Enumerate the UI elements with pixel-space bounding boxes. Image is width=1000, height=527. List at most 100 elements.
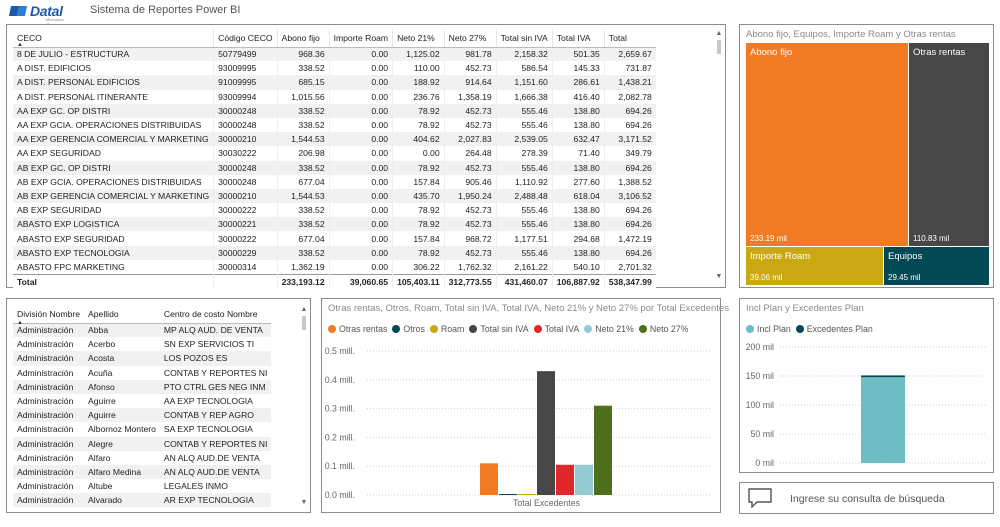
treemap-tile-abono-fijo[interactable]: Abono fijo 233.19 mil bbox=[746, 43, 908, 246]
table-row[interactable]: Administración Alfaro Medina AN ALQ AUD.DE… bbox=[13, 464, 272, 480]
table-cell: 731.87 bbox=[603, 61, 656, 76]
table-cell: 0.00 bbox=[328, 160, 393, 175]
table-row[interactable]: Administración Albornoz Montero SA EXP TEC… bbox=[13, 422, 271, 436]
legend-item[interactable]: Otras rentas bbox=[328, 324, 387, 334]
column-header[interactable]: Importe Roam bbox=[328, 29, 393, 48]
sort-ascending-icon[interactable]: ▲ bbox=[17, 320, 23, 326]
table-row[interactable]: 8 DE JULIO - ESTRUCTURA 50779499 968.36 0.0… bbox=[13, 47, 656, 62]
table-row[interactable]: Administración Alfaro AN ALQ AUD.DE VENTA bbox=[13, 451, 271, 465]
table-row[interactable]: A DIST. PERSONAL ITINERANTE 93009994 1,015… bbox=[13, 89, 656, 104]
qa-search-box[interactable]: Ingrese su consulta de búsqueda bbox=[739, 482, 994, 514]
table-cell: 1,544.53 bbox=[276, 132, 330, 147]
table-row[interactable]: ABASTO FPC MARKETING 30000314 1,362.19 0.00… bbox=[13, 259, 656, 274]
table-cell: Administración bbox=[13, 408, 85, 423]
treemap-tile-importe-roam[interactable]: Importe Roam 39.06 mil bbox=[746, 247, 883, 285]
table-row[interactable]: ABASTO EXP SEGURIDAD 30000222 677.04 0.00 15… bbox=[13, 231, 656, 246]
table-cell: 586.54 bbox=[495, 61, 553, 76]
bar-chart-visual[interactable]: Otras rentas, Otros, Roam, Total sin IVA… bbox=[321, 298, 729, 513]
scroll-down-icon[interactable]: ▼ bbox=[300, 499, 308, 506]
legend-item[interactable]: Total IVA bbox=[533, 324, 579, 334]
table-row[interactable]: Administración Acuña CONTAB Y REPORTES NI bbox=[13, 366, 271, 380]
treemap-tile-otras-rentas[interactable]: Otras rentas 110.83 mil bbox=[909, 43, 989, 246]
table-row[interactable]: AB EXP GC. OP DISTRI 30000248 338.52 0.00 78… bbox=[13, 160, 656, 175]
table-row[interactable]: Administración Altube LEGALES INMO bbox=[13, 479, 271, 493]
table-row[interactable]: A DIST. EDIFICIOS 93009995 338.52 0.00 110.0… bbox=[13, 61, 656, 76]
treemap-visual[interactable]: Abono fijo, Equipos, Importe Roam y Otra… bbox=[739, 24, 994, 288]
bar-roam[interactable] bbox=[518, 494, 536, 495]
legend-item[interactable]: Neto 21% bbox=[584, 324, 634, 334]
column-header[interactable]: Neto 21% bbox=[392, 29, 445, 48]
table-row[interactable]: AB EXP SEGURIDAD 30000222 338.52 0.00 78.92 4… bbox=[13, 203, 656, 218]
plan-chart-visual[interactable]: Incl Plan y Excedentes Plan Incl Plan Exc… bbox=[739, 298, 994, 473]
table-row[interactable]: Administración Acerbo SN EXP SERVICIOS TI bbox=[13, 337, 271, 351]
column-header[interactable]: Abono fijo bbox=[276, 29, 330, 48]
table-cell: AB EXP GC. OP DISTRI bbox=[13, 160, 214, 175]
table-row[interactable]: AA EXP GERENCIA COMERCIAL Y MARKETING 300… bbox=[13, 132, 656, 147]
column-header[interactable]: Centro de costo Nombre bbox=[159, 305, 272, 324]
table-cell: 1,438.21 bbox=[603, 75, 656, 90]
people-scrollbar[interactable]: ▲ ▼ bbox=[300, 305, 308, 507]
scroll-thumb[interactable] bbox=[302, 316, 306, 330]
legend-item[interactable]: Otros bbox=[392, 324, 425, 334]
table-cell: AN ALQ AUD.DE VENTA bbox=[163, 452, 260, 463]
scroll-up-icon[interactable]: ▲ bbox=[715, 30, 723, 37]
qa-placeholder[interactable]: Ingrese su consulta de búsqueda bbox=[790, 493, 945, 505]
table-row[interactable]: AA EXP GCIA. OPERACIONES DISTRIBUIDAS 300… bbox=[13, 117, 656, 133]
scroll-up-icon[interactable]: ▲ bbox=[300, 306, 308, 313]
scroll-thumb[interactable] bbox=[717, 40, 721, 54]
table-cell: Administración bbox=[17, 452, 74, 463]
table-row[interactable]: ABASTO EXP TECNOLOGIA 30000229 338.52 0.00 7… bbox=[13, 245, 656, 260]
table-cell: 0.00 bbox=[328, 245, 393, 260]
table-cell: 30000210 bbox=[213, 132, 278, 147]
table-row[interactable]: AA EXP GC. OP DISTRI 30000248 338.52 0.00 78… bbox=[13, 103, 656, 118]
legend-item[interactable]: Neto 27% bbox=[638, 324, 688, 334]
table-row[interactable]: Administración Alvarado AR EXP TECNOLOGIA bbox=[13, 493, 272, 508]
table-row[interactable]: ABASTO EXP LOGISTICA 30000221 338.52 0.00 78… bbox=[13, 217, 656, 232]
legend-item[interactable]: Excedentes Plan bbox=[795, 324, 873, 334]
table-row[interactable]: Administración Alegre CONTAB Y REPORTES NI bbox=[13, 436, 272, 451]
table-row[interactable]: AB EXP GERENCIA COMERCIAL Y MARKETING 300… bbox=[13, 188, 656, 204]
table-row[interactable]: Administración Afonso PTO CTRL GES NEG INM bbox=[13, 379, 272, 394]
bar-excedentes-plan[interactable] bbox=[861, 375, 905, 378]
bar-otros[interactable] bbox=[499, 494, 517, 495]
people-table-visual[interactable]: División Nombre Apellido Centro de costo N… bbox=[6, 298, 311, 513]
table-cell: 145.33 bbox=[551, 61, 605, 76]
treemap-tile-equipos[interactable]: Equipos 29.45 mil bbox=[884, 247, 989, 285]
sort-ascending-icon[interactable]: ▲ bbox=[17, 42, 23, 48]
legend-item[interactable]: Incl Plan bbox=[746, 324, 791, 334]
table-cell: 677.04 bbox=[276, 231, 330, 246]
column-header[interactable]: Total IVA bbox=[551, 29, 605, 48]
column-header[interactable]: CECO bbox=[13, 29, 214, 48]
table-cell: 0.00 bbox=[328, 89, 393, 104]
legend-label: Otras rentas bbox=[339, 324, 388, 334]
table-cell: Administración bbox=[13, 464, 85, 480]
table-row[interactable]: AB EXP GCIA. OPERACIONES DISTRIBUIDAS 300… bbox=[13, 174, 656, 189]
table-row[interactable]: A DIST. PERSONAL EDIFICIOS 91009995 685.15… bbox=[13, 75, 656, 90]
table-row[interactable]: AA EXP SEGURIDAD 30030222 206.98 0.00 0.00 26… bbox=[13, 146, 656, 161]
legend-item[interactable]: Total sin IVA bbox=[469, 324, 529, 334]
table-row[interactable]: Administración Abba MP ALQ AUD. DE VENTA bbox=[13, 323, 272, 338]
table-row[interactable]: Administración Aguirre AA EXP TECNOLOGIA bbox=[13, 394, 271, 408]
bar-total-sin-iva[interactable] bbox=[537, 371, 555, 495]
column-header[interactable]: Código CECO bbox=[213, 29, 278, 48]
bar-total-iva[interactable] bbox=[556, 464, 574, 495]
bar-neto-21-[interactable] bbox=[575, 464, 593, 495]
scroll-down-icon[interactable]: ▼ bbox=[715, 273, 723, 280]
column-header[interactable]: Total sin IVA bbox=[495, 29, 553, 48]
table-row[interactable]: Administración Acosta LOS POZOS ES bbox=[13, 351, 272, 366]
ceco-scrollbar[interactable]: ▲ ▼ bbox=[715, 29, 723, 281]
bar-otras-rentas[interactable] bbox=[480, 463, 498, 495]
table-row[interactable]: Administración Aguirre CONTAB Y REP AGRO bbox=[13, 408, 272, 423]
column-header[interactable]: Neto 27% bbox=[443, 29, 497, 48]
table-cell: 30000222 bbox=[213, 203, 278, 218]
legend-dot-icon bbox=[584, 325, 593, 333]
column-header[interactable]: Total bbox=[603, 29, 656, 48]
ceco-table-visual[interactable]: CECO Código CECO Abono fijo Importe Roam Net… bbox=[6, 24, 726, 289]
table-cell: CONTAB Y REPORTES NI bbox=[159, 436, 272, 451]
legend-item[interactable]: Roam bbox=[429, 324, 464, 334]
bar-incl-plan[interactable] bbox=[861, 377, 905, 463]
table-cell: 452.73 bbox=[443, 117, 497, 133]
bar-neto-27-[interactable] bbox=[594, 405, 612, 495]
column-header[interactable]: División Nombre bbox=[13, 305, 85, 324]
column-header[interactable]: Apellido bbox=[84, 305, 160, 324]
